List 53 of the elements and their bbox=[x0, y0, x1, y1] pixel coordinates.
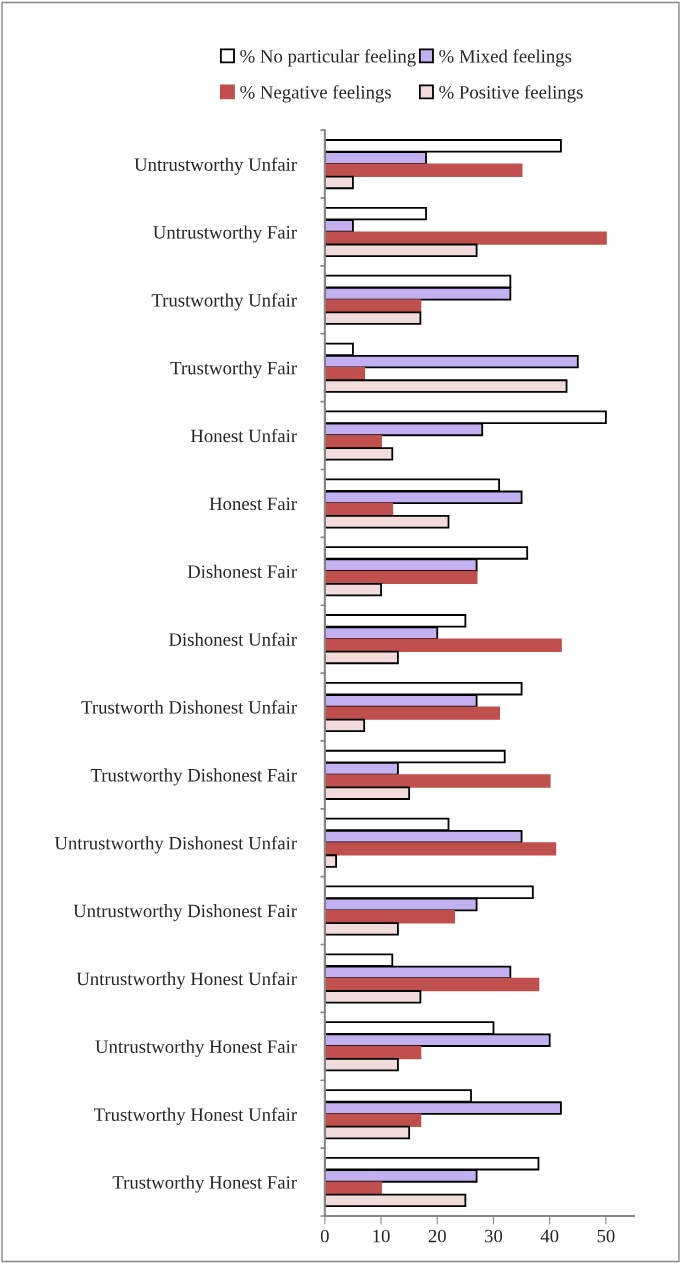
y-tick-label: Trustworthy Honest Unfair bbox=[93, 1107, 297, 1125]
bar bbox=[324, 231, 607, 245]
y-tick-label: Untrustworthy Honest Fair bbox=[95, 1039, 297, 1057]
bar bbox=[324, 379, 568, 393]
legend-label: % Positive feelings bbox=[439, 85, 583, 103]
bar bbox=[324, 570, 478, 585]
bar bbox=[324, 1057, 399, 1072]
y-tick-label: Untrustworthy Honest Unfair bbox=[76, 971, 297, 990]
bar bbox=[324, 447, 394, 461]
legend-label: % Mixed feelings bbox=[439, 49, 572, 67]
x-tick-label: 20 bbox=[428, 1229, 446, 1243]
y-tick-label: Untrustworthy Unfair bbox=[134, 157, 297, 175]
x-tick-label: 0 bbox=[320, 1229, 329, 1243]
x-tick-label: 10 bbox=[373, 1229, 390, 1243]
bar bbox=[324, 1181, 382, 1195]
x-tick-label: 50 bbox=[597, 1229, 615, 1243]
bar bbox=[324, 515, 450, 529]
legend-label: % No particular feeling bbox=[240, 49, 416, 67]
bar bbox=[324, 1125, 411, 1140]
bar bbox=[324, 922, 399, 936]
bar bbox=[324, 977, 540, 992]
y-tick-label: Honest Unfair bbox=[190, 428, 297, 443]
bar bbox=[324, 1193, 467, 1208]
y-tick-label: Dishonest Unfair bbox=[168, 632, 297, 646]
y-tick-label: Trustworth Dishonest Unfair bbox=[81, 700, 297, 714]
bar bbox=[324, 718, 366, 733]
bar bbox=[324, 842, 557, 856]
y-tick-label: Trustworthy Honest Fair bbox=[112, 1175, 297, 1193]
bar bbox=[324, 243, 478, 258]
bar bbox=[324, 854, 337, 868]
bar bbox=[324, 990, 422, 1004]
bar bbox=[324, 638, 562, 652]
bar bbox=[324, 774, 551, 788]
y-tick-label: Untrustworthy Fair bbox=[153, 225, 297, 243]
bar bbox=[324, 163, 523, 177]
y-tick-label: Trustworthy Fair bbox=[170, 361, 297, 379]
bar bbox=[324, 175, 354, 190]
y-tick-label: Dishonest Fair bbox=[187, 564, 297, 578]
x-tick-label: 30 bbox=[485, 1229, 503, 1243]
y-tick-label: Trustworthy Dishonest Fair bbox=[90, 768, 297, 786]
y-tick-label: Honest Fair bbox=[209, 497, 297, 511]
x-tick-label: 40 bbox=[540, 1229, 559, 1243]
bar bbox=[324, 1045, 422, 1060]
bar bbox=[324, 650, 399, 665]
legend-label: % Negative feelings bbox=[240, 85, 391, 103]
y-tick-label: Untrustworthy Dishonest Fair bbox=[73, 904, 297, 922]
bar bbox=[324, 909, 456, 924]
bar bbox=[324, 706, 501, 720]
y-tick-label: Trustworthy Unfair bbox=[151, 293, 297, 311]
bar bbox=[324, 786, 411, 800]
bar bbox=[324, 582, 382, 597]
bar bbox=[324, 311, 422, 325]
y-tick-label: Untrustworthy Dishonest Unfair bbox=[54, 836, 297, 854]
